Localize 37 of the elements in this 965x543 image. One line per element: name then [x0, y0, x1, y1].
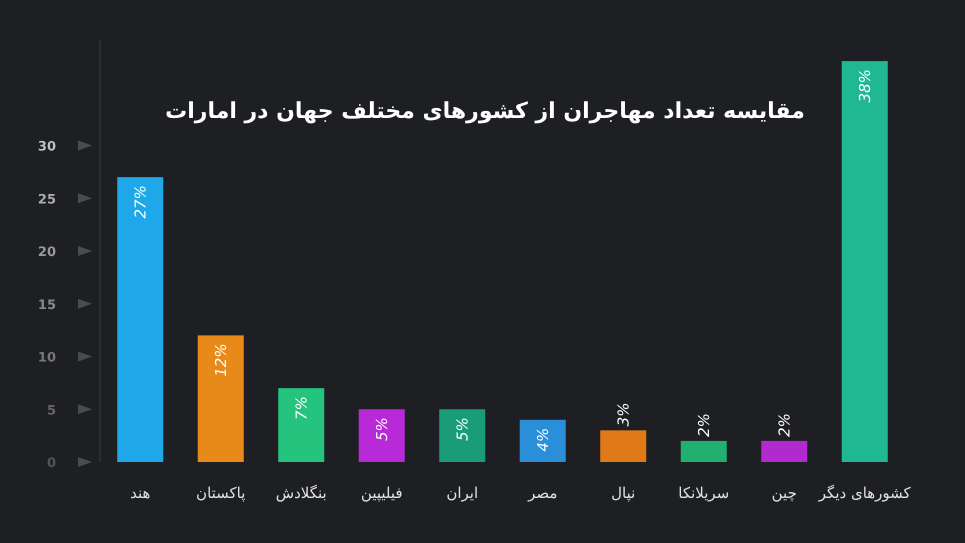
data-label: 38% [856, 69, 874, 102]
bar [600, 430, 646, 462]
data-label: 7% [292, 396, 310, 420]
y-tick-label: 25 [38, 192, 56, 208]
bar [198, 335, 244, 462]
x-tick-label: سریلانکا [678, 484, 730, 502]
x-tick-label: پاکستان [196, 484, 246, 502]
bar [680, 440, 727, 462]
data-label: 5% [453, 417, 472, 442]
data-label: 2% [775, 413, 794, 437]
x-tick-label: ایران [446, 484, 478, 502]
y-tick-label: 10 [38, 350, 56, 366]
bar [439, 409, 486, 462]
x-tick-label: چین [772, 484, 797, 502]
data-label: 27% [131, 185, 150, 218]
bar [278, 388, 324, 462]
data-label: 2% [694, 413, 713, 437]
data-label: 4% [534, 428, 552, 452]
x-tick-label: مصر [527, 484, 558, 502]
bar [520, 420, 566, 462]
data-label: 5% [372, 417, 391, 442]
x-tick-label: هند [130, 484, 150, 502]
text: مقایسه تعداد مهاجران از کشورهای مختلف جهان در امارات [165, 99, 805, 124]
x-tick-label: نپال [611, 484, 636, 502]
x-tick-label: بنگلادش [276, 484, 327, 502]
x-tick-label: کشورهای دیگر [818, 484, 912, 502]
x-tick-label: فیلیپین [360, 484, 403, 502]
y-tick-label: 30 [38, 140, 56, 154]
data-label: 12% [212, 343, 230, 377]
bar [842, 61, 888, 462]
y-tick-label: 5 [46, 403, 56, 418]
data-label: 3% [614, 402, 632, 426]
y-tick-label: 20 [38, 245, 56, 260]
bar [117, 177, 164, 462]
y-tick-label: 15 [38, 298, 56, 313]
bar [761, 440, 808, 462]
bar [358, 409, 405, 462]
